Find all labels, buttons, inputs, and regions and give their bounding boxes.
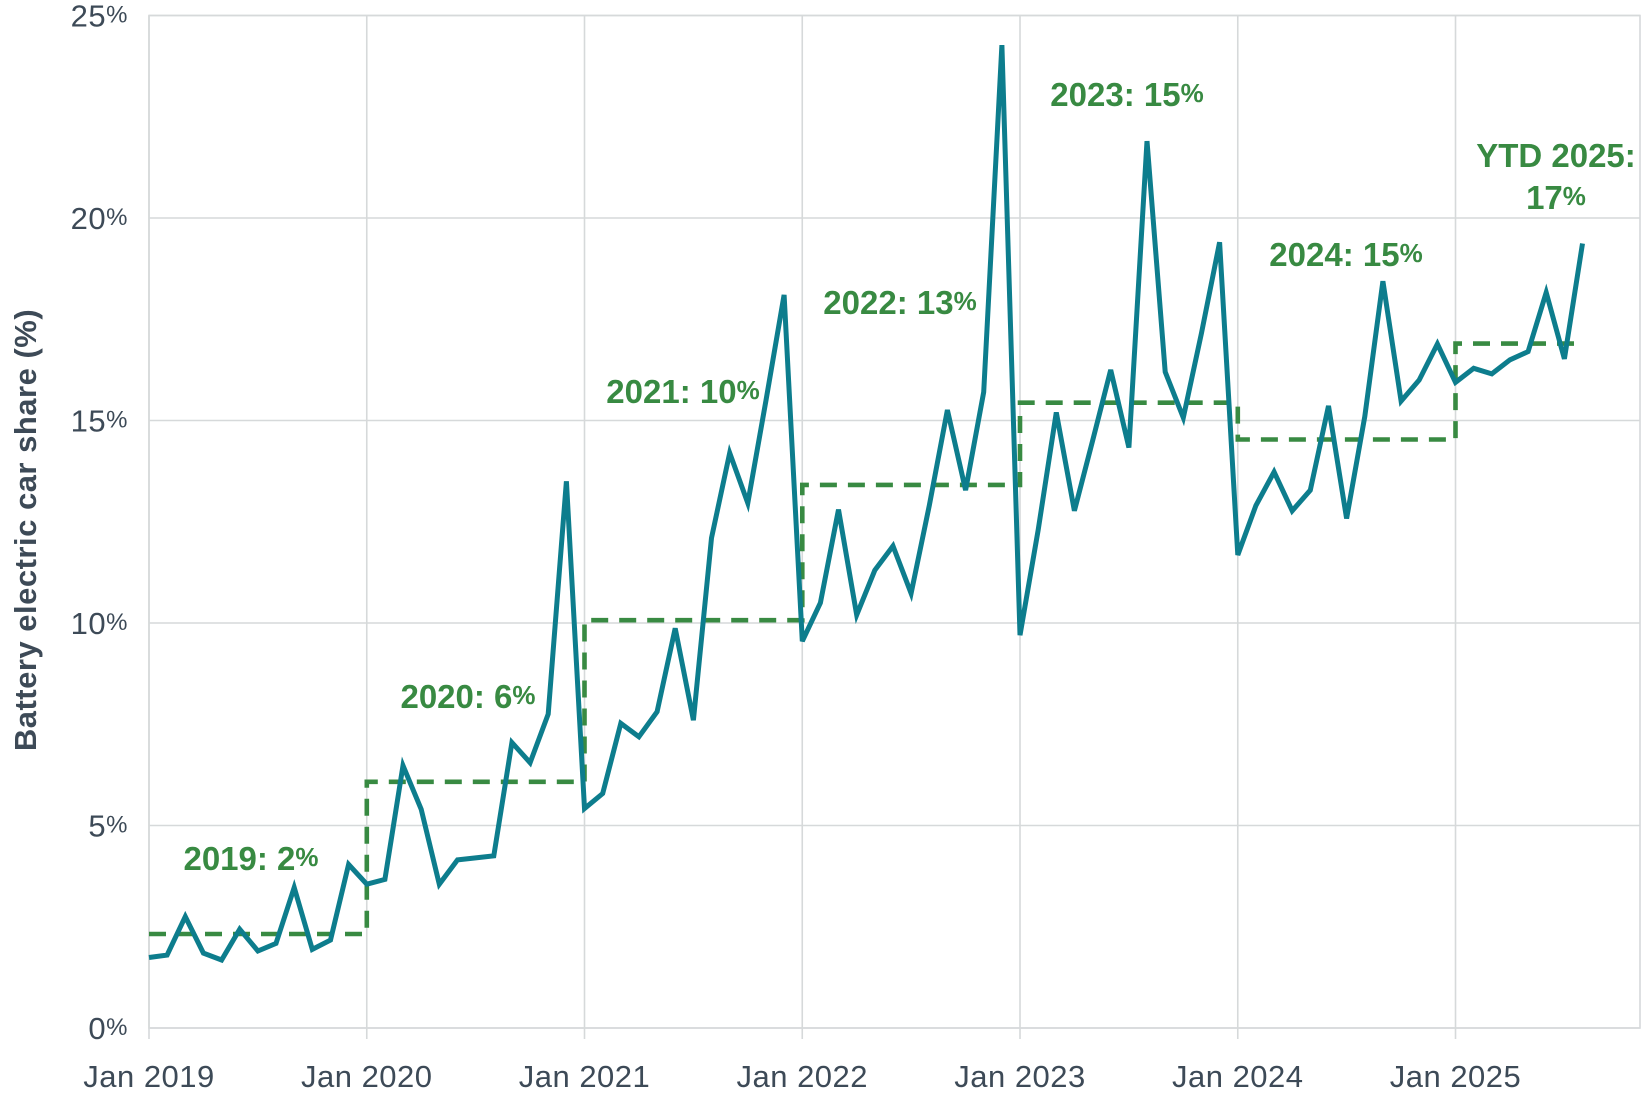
annual-average-step-line (149, 341, 1583, 937)
x-tick-label: Jan 2021 (519, 1059, 651, 1094)
x-tick-label: Jan 2025 (1390, 1059, 1522, 1094)
annual-label-2024: 2024: 15% (1269, 236, 1422, 273)
x-tick-label: Jan 2024 (1172, 1059, 1304, 1094)
y-tick-label: 10% (71, 606, 128, 641)
annual-label-2020: 2020: 6% (400, 678, 535, 715)
annual-label-ytd-2025: YTD 2025: (1476, 137, 1636, 174)
bev-share-line (148, 44, 1585, 964)
gridlines (148, 14, 1640, 1039)
plot-border (148, 14, 1641, 1029)
x-tick-label: Jan 2022 (736, 1059, 868, 1094)
annual-label-2022: 2022: 13% (823, 284, 976, 321)
x-tick-label: Jan 2023 (954, 1059, 1086, 1094)
annual-label-2019: 2019: 2% (183, 840, 318, 877)
y-tick-label: 20% (71, 201, 128, 236)
y-tick-label: 5% (88, 809, 128, 844)
annual-label-2021: 2021: 10% (606, 373, 759, 410)
y-tick-label: 15% (71, 404, 128, 439)
annual-label-2023: 2023: 15% (1050, 76, 1203, 113)
y-axis-title: Battery electric car share (%) (8, 308, 43, 752)
x-tick-label: Jan 2020 (301, 1059, 433, 1094)
y-tick-label: 25% (71, 0, 128, 34)
y-tick-label: 0% (88, 1011, 128, 1046)
x-tick-label: Jan 2019 (83, 1059, 215, 1094)
annual-label-ytd-2025: 17% (1526, 179, 1586, 216)
